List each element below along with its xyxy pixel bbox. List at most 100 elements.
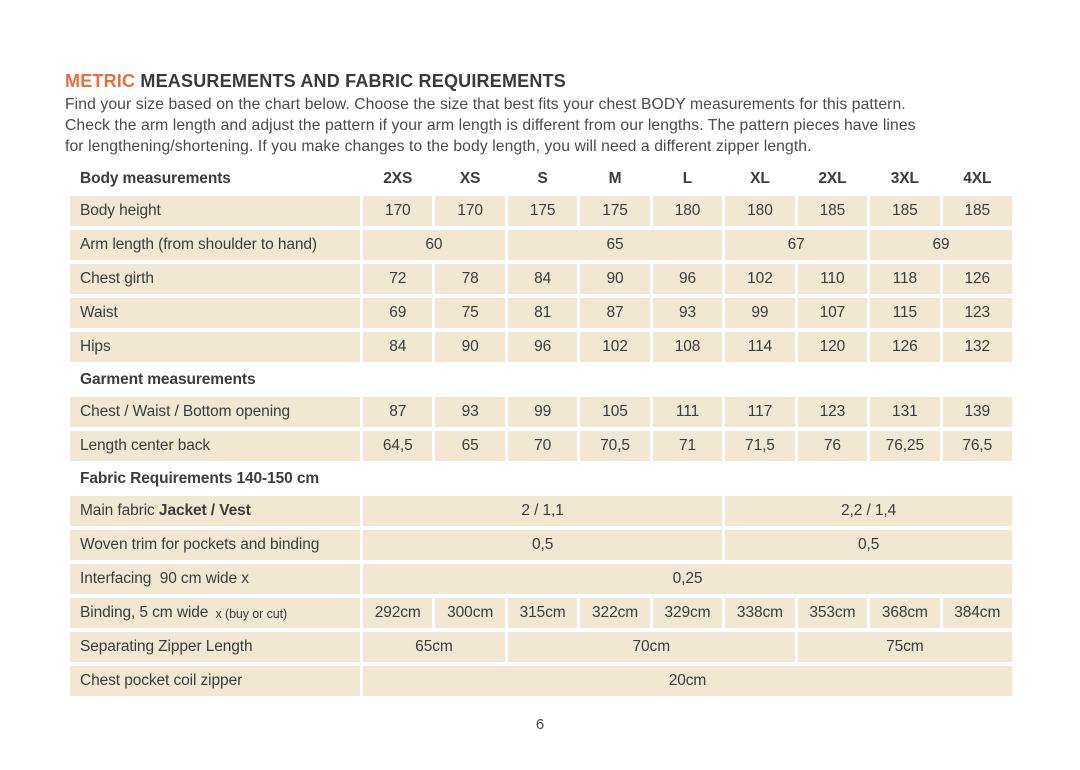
row-label-text: Body height — [80, 202, 161, 219]
table-cell: 99 — [507, 397, 578, 427]
table-cell: 315cm — [507, 598, 578, 628]
row-label-text: Separating Zipper Length — [80, 638, 253, 655]
row-label-text: Hips — [80, 338, 111, 355]
table-cell: 2,2 / 1,4 — [725, 496, 1012, 526]
row-label-text: Chest / Waist / Bottom opening — [80, 403, 291, 420]
table-cell: 115 — [870, 298, 940, 328]
table-cell: 87 — [580, 298, 650, 328]
table-cell: 114 — [725, 332, 795, 362]
table-cell: 70cm — [507, 632, 795, 662]
row-label: Hips — [70, 332, 360, 362]
table-row: Woven trim for pockets and binding 0,5 0,5 — [70, 530, 1012, 560]
table-row: Arm length (from shoulder to hand) 60 65 67… — [70, 230, 1012, 260]
page-number: 6 — [535, 716, 545, 733]
row-label-text: Garment measurements — [80, 370, 256, 388]
table-cell: 93 — [652, 298, 723, 328]
table-cell: 76,25 — [870, 431, 940, 461]
table-cell: 72 — [363, 264, 433, 294]
table-cell: 65 — [507, 230, 723, 260]
row-label: Separating Zipper Length — [70, 632, 360, 662]
table-header-row: Body measurements 2XS XS S M L XL 2XL 3XL 4XL — [70, 165, 1012, 192]
table-cell: 69 — [363, 298, 433, 328]
row-label: Interfacing 90 cm wide x — [70, 564, 360, 594]
table-cell: 65cm — [363, 632, 505, 662]
table-cell: 84 — [507, 264, 578, 294]
table-cell: 107 — [797, 298, 868, 328]
row-label: Binding, 5 cm wide x (buy or cut) — [70, 598, 360, 628]
table-cell: 93 — [435, 397, 505, 427]
table-cell: 78 — [435, 264, 505, 294]
row-label-text: Chest pocket coil zipper — [80, 672, 243, 689]
table-cell: 131 — [870, 397, 940, 427]
size-column-header: M — [608, 169, 622, 187]
table-cell: 67 — [725, 230, 868, 260]
row-label-text: Interfacing 90 cm wide x — [80, 570, 249, 587]
size-column-header: 4XL — [963, 169, 992, 187]
table-header-label: Body measurements — [80, 169, 231, 187]
table-cell: 126 — [870, 332, 940, 362]
table-cell: 110 — [797, 264, 868, 294]
table-cell: 117 — [725, 397, 795, 427]
title-accent: METRIC — [65, 71, 136, 91]
table-cell: 329cm — [652, 598, 723, 628]
table-cell: 170 — [435, 196, 505, 226]
table-cell: 90 — [580, 264, 650, 294]
table-row: Binding, 5 cm wide x (buy or cut) 292cm 30… — [70, 598, 1012, 628]
row-label-text: Binding, 5 cm wide — [80, 604, 213, 621]
table-cell: 69 — [870, 230, 1012, 260]
table-cell: 132 — [942, 332, 1012, 362]
row-label: Chest pocket coil zipper — [70, 666, 360, 696]
table-cell: 65 — [435, 431, 505, 461]
table-cell: 108 — [652, 332, 723, 362]
table-cell: 76 — [797, 431, 868, 461]
table-cell: 126 — [942, 264, 1012, 294]
table-row: Separating Zipper Length 65cm 70cm 75cm — [70, 632, 1012, 662]
table-row: Main fabric Jacket / Vest 2 / 1,1 2,2 / 1,… — [70, 496, 1012, 526]
size-column-header: 3XL — [890, 169, 919, 187]
table-cell: 87 — [363, 397, 433, 427]
table-cell: 170 — [363, 196, 433, 226]
table-cell: 71,5 — [725, 431, 795, 461]
table-cell: 175 — [507, 196, 578, 226]
table-cell: 120 — [797, 332, 868, 362]
size-column-header: 2XS — [383, 169, 413, 187]
row-label-text: Length center back — [80, 437, 211, 454]
table-cell: 81 — [507, 298, 578, 328]
section-heading: Fabric Requirements 140-150 cm — [70, 465, 1012, 492]
table-row: Interfacing 90 cm wide x 0,25 — [70, 564, 1012, 594]
intro-line: Find your size based on the chart below.… — [65, 96, 906, 113]
table-cell: 180 — [652, 196, 723, 226]
row-label-text: Waist — [80, 304, 118, 321]
table-cell: 70 — [507, 431, 578, 461]
table-cell: 123 — [797, 397, 868, 427]
table-cell: 180 — [725, 196, 795, 226]
table-row: Chest pocket coil zipper 20cm — [70, 666, 1012, 696]
intro-line: Check the arm length and adjust the patt… — [65, 117, 916, 134]
row-label-text: x (buy or cut) — [215, 607, 288, 621]
table-cell: 123 — [942, 298, 1012, 328]
table-cell: 102 — [725, 264, 795, 294]
table-cell: 118 — [870, 264, 940, 294]
row-label: Woven trim for pockets and binding — [70, 530, 360, 560]
table-cell: 2 / 1,1 — [363, 496, 723, 526]
table-cell: 338cm — [725, 598, 795, 628]
row-label-text: Chest girth — [80, 270, 154, 287]
row-label: Body height — [70, 196, 360, 226]
table-row: Chest / Waist / Bottom opening 87 93 99 105 1… — [70, 397, 1012, 427]
table-cell: 0,5 — [363, 530, 723, 560]
table-cell: 76,5 — [942, 431, 1012, 461]
row-label-text: Fabric Requirements 140-150 cm — [80, 469, 320, 487]
table-cell: 70,5 — [580, 431, 650, 461]
table-cell: 90 — [435, 332, 505, 362]
row-label: Chest / Waist / Bottom opening — [70, 397, 360, 427]
row-label-text: Woven trim for pockets and binding — [80, 536, 320, 553]
row-label: Main fabric Jacket / Vest — [70, 496, 360, 526]
table-cell: 102 — [580, 332, 650, 362]
table-cell: 175 — [580, 196, 650, 226]
table-cell: 0,25 — [363, 564, 1012, 594]
table-cell: 75cm — [797, 632, 1012, 662]
title-rest: MEASUREMENTS AND FABRIC REQUIREMENTS — [135, 71, 566, 91]
table-cell: 300cm — [435, 598, 505, 628]
table-cell: 322cm — [580, 598, 650, 628]
